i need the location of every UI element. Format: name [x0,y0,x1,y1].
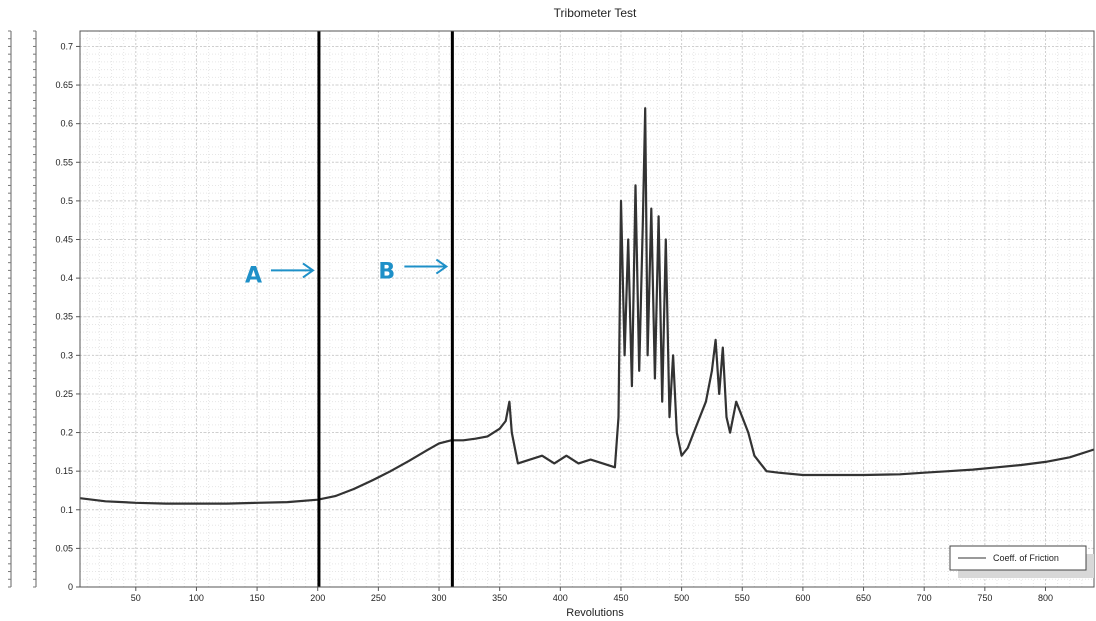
marker-arrowhead-b [435,258,449,275]
y-tick-label: 0.15 [55,466,73,476]
x-tick-label: 50 [131,593,141,603]
x-axis-label: Revolutions [566,607,624,619]
y-tick-label: 0.6 [60,119,73,129]
y-tick-label: 0.7 [60,41,73,51]
y-tick-label: 0.5 [60,196,73,206]
y-tick-label: 0.45 [55,235,73,245]
y-tick-label: 0.4 [60,273,73,283]
chart-title: Tribometer Test [554,6,637,20]
y-tick-label: 0.65 [55,80,73,90]
y-axis: 0 0.05 0.1 0.15 0.2 0.25 0.3 0.35 0.4 0.45 0.5 0.55… [55,41,80,592]
x-tick-label: 550 [735,593,750,603]
x-tick-label: 150 [250,593,265,603]
x-tick-label: 200 [310,593,325,603]
left-side-ruler [8,30,37,588]
marker-label-b: B [378,260,395,285]
x-tick-label: 650 [856,593,871,603]
x-tick-label: 800 [1038,593,1053,603]
y-tick-label: 0.25 [55,389,73,399]
legend: Coeff. of Friction [949,545,1094,578]
legend-label: Coeff. of Friction [993,553,1059,563]
x-tick-label: 750 [977,593,992,603]
series-line-coeff-of-friction [79,107,1095,505]
x-tick-label: 350 [492,593,507,603]
y-tick-label: 0.35 [55,312,73,322]
major-grid [80,31,1094,588]
x-tick-label: 400 [553,593,568,603]
x-tick-label: 100 [189,593,204,603]
x-axis: 50 100 150 200 250 300 350 400 450 500 550 600 650 70… [131,587,1053,603]
series-layer [79,107,1095,505]
y-tick-label: 0.3 [60,350,73,360]
y-tick-label: 0.55 [55,157,73,167]
x-tick-label: 450 [613,593,628,603]
x-tick-label: 300 [432,593,447,603]
y-tick-label: 0.05 [55,543,73,553]
y-tick-label: 0.2 [60,428,73,438]
x-tick-label: 250 [371,593,386,603]
marker-arrowhead-a [302,262,315,279]
minor-grid [80,31,1094,587]
y-tick-label: 0.1 [60,505,73,515]
y-tick-label: 0 [68,582,73,592]
x-tick-label: 700 [917,593,932,603]
x-tick-label: 500 [674,593,689,603]
marker-label-a: A [245,263,262,288]
x-tick-label: 600 [795,593,810,603]
plot-frame [79,30,1095,588]
